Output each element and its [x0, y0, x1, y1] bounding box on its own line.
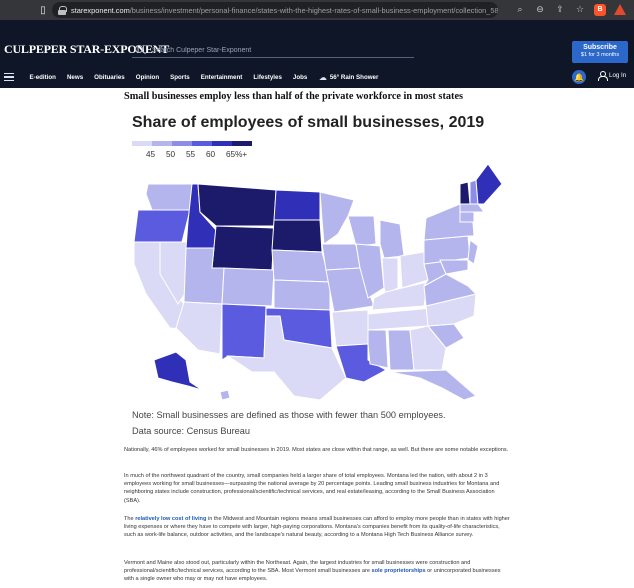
chart-source: Data source: Census Bureau	[132, 426, 250, 436]
state-oregon	[133, 209, 191, 243]
browser-toolbar: ▯ starexponent.com/business/investment/p…	[0, 0, 634, 20]
brave-shield-icon[interactable]: B	[594, 3, 606, 16]
legend-swatch	[132, 141, 152, 146]
paragraph: Nationally, 46% of employees worked for …	[124, 447, 509, 453]
nav-item-opinion[interactable]: Opinion	[135, 73, 160, 81]
weather-text: 56° Rain Shower	[329, 73, 379, 81]
cost-of-living-link[interactable]: relatively low cost of living	[135, 516, 207, 522]
main-nav: E-edition News Obituaries Opinion Sports…	[0, 68, 634, 86]
chart-legend: 45 50 55 60 65%+	[132, 141, 252, 167]
state-texas	[226, 315, 347, 400]
login-button[interactable]: Log In	[598, 71, 627, 81]
state-wyoming	[211, 225, 275, 271]
notifications-bell-icon[interactable]: 🔔	[572, 70, 586, 84]
weather-widget[interactable]: ☁ 56° Rain Shower	[319, 73, 379, 82]
state-wisconsin	[347, 215, 377, 247]
state-hawaii	[219, 389, 231, 400]
state-arkansas	[331, 309, 369, 347]
state-new-mexico	[221, 303, 267, 361]
chart-title: Share of employees of small businesses, …	[132, 114, 485, 131]
state-maryland	[439, 259, 469, 275]
state-washington	[145, 183, 193, 211]
nav-item-sports[interactable]: Sports	[170, 73, 190, 81]
nav-item-news[interactable]: News	[66, 73, 84, 81]
nav-item-obituaries[interactable]: Obituaries	[94, 73, 125, 81]
legend-swatch	[172, 141, 192, 146]
article: Small businesses employ less than half o…	[0, 88, 634, 588]
state-mississippi	[367, 329, 389, 369]
chart-note: Note: Small businesses are defined as th…	[132, 410, 446, 420]
star-icon[interactable]: ☆	[575, 4, 585, 14]
paragraph: The relatively low cost of living in the…	[124, 516, 510, 539]
rewards-icon[interactable]	[614, 4, 626, 15]
nav-item-jobs[interactable]: Jobs	[292, 73, 308, 81]
choropleth-chart: Share of employees of small businesses, …	[124, 104, 508, 440]
state-north-dakota	[273, 189, 321, 221]
state-connecticut	[459, 211, 475, 223]
legend-label: 55	[186, 150, 196, 159]
nav-item-lifestyles[interactable]: Lifestyles	[253, 73, 282, 81]
menu-icon[interactable]	[4, 73, 14, 81]
state-colorado	[221, 267, 275, 307]
share-icon[interactable]: ⇪	[556, 4, 564, 14]
section-headline: Small businesses employ less than half o…	[124, 91, 464, 102]
legend-label: 60	[206, 150, 216, 159]
cloud-icon: ☁	[318, 72, 327, 82]
state-nebraska	[271, 249, 331, 283]
state-kansas	[273, 279, 331, 311]
legend-swatch	[192, 141, 212, 146]
state-nevada	[159, 241, 189, 305]
user-icon	[598, 71, 608, 81]
legend-label: 50	[166, 150, 176, 159]
state-maine	[475, 164, 503, 205]
bookmark-icon[interactable]: ▯	[40, 4, 46, 16]
search-page-icon[interactable]: ⌕	[517, 4, 523, 14]
state-illinois	[355, 243, 385, 299]
site-search	[132, 43, 414, 58]
state-alaska	[153, 351, 203, 391]
us-state-map	[133, 164, 503, 400]
zoom-icon[interactable]: ⊖	[536, 4, 544, 14]
legend-label: 45	[146, 150, 156, 159]
state-vermont	[459, 181, 471, 205]
state-arizona	[175, 301, 223, 355]
paragraph: In much of the northwest quadrant of the…	[124, 473, 500, 504]
lock-icon	[58, 5, 67, 15]
site-logo[interactable]: CULPEPER STAR-EXPONENT	[4, 42, 170, 56]
legend-swatch	[232, 141, 252, 146]
subscribe-button[interactable]: Subscribe $1 for 3 months	[572, 41, 628, 63]
state-new-jersey	[467, 239, 479, 265]
state-tennessee	[367, 307, 433, 331]
state-massachusetts	[459, 203, 485, 213]
login-label: Log In	[609, 72, 627, 79]
search-icon[interactable]	[134, 44, 146, 56]
nav-item-e-edition[interactable]: E-edition	[29, 73, 56, 81]
url-text: starexponent.com/business/investment/per…	[71, 5, 498, 15]
state-florida	[389, 369, 477, 400]
legend-swatch	[212, 141, 232, 146]
state-michigan	[379, 219, 405, 259]
paragraph: Vermont and Maine also stood out, partic…	[124, 560, 501, 583]
state-iowa	[321, 243, 361, 271]
subscribe-label: Subscribe	[583, 44, 617, 51]
legend-swatch	[152, 141, 172, 146]
site-header: CULPEPER STAR-EXPONENT Subscribe $1 for …	[0, 20, 634, 88]
state-south-dakota	[271, 219, 323, 253]
sole-proprietorships-link[interactable]: sole proprietorships	[371, 568, 426, 575]
search-input[interactable]	[152, 46, 392, 54]
state-indiana	[381, 257, 399, 295]
legend-label: 65%+	[226, 150, 248, 159]
state-minnesota	[319, 191, 355, 245]
subscribe-offer: $1 for 3 months	[580, 52, 620, 58]
state-montana	[197, 183, 277, 227]
nav-item-entertainment[interactable]: Entertainment	[200, 73, 243, 81]
address-bar[interactable]: starexponent.com/business/investment/per…	[52, 2, 498, 18]
